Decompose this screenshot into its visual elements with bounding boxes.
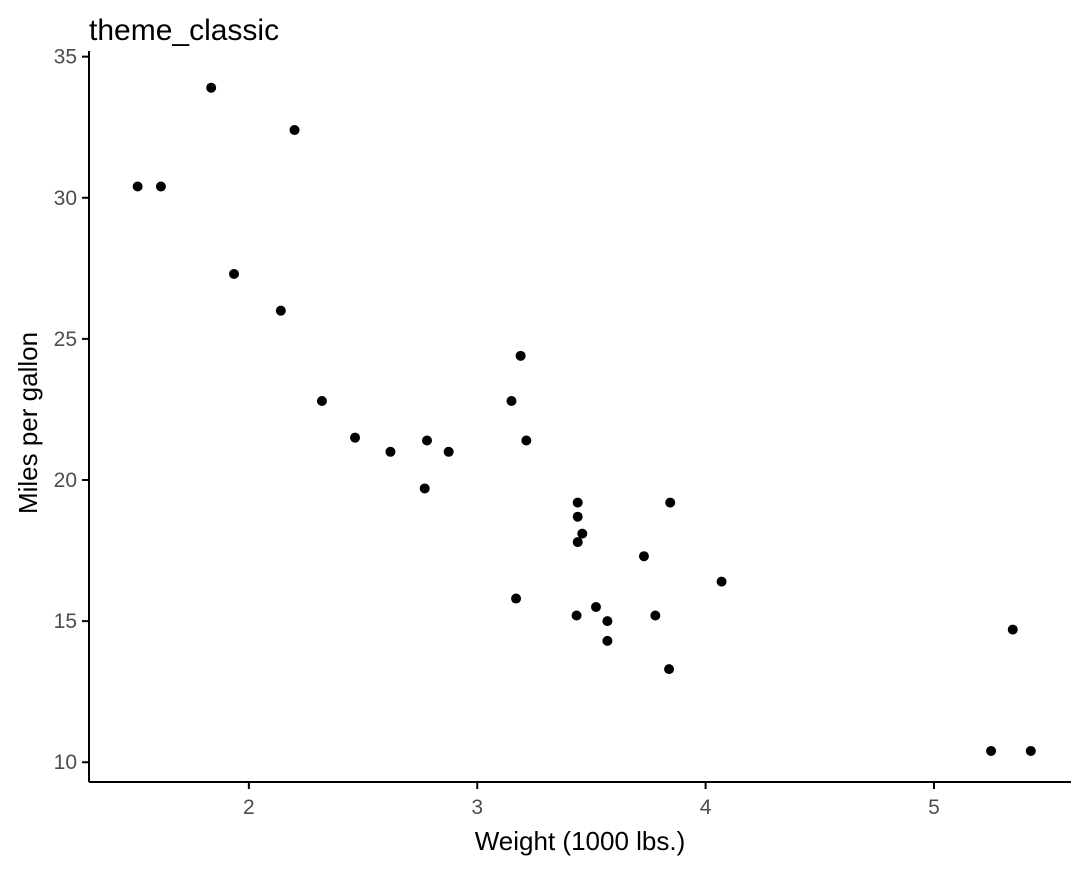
data-point	[229, 268, 240, 279]
y-tick-label: 30	[54, 187, 77, 210]
data-point	[602, 616, 613, 627]
data-point	[511, 593, 522, 604]
y-axis-title: Miles per gallon	[13, 332, 43, 514]
data-point	[421, 435, 432, 446]
data-point	[590, 602, 601, 613]
data-point	[638, 551, 649, 562]
x-tick-label: 2	[243, 796, 255, 819]
data-point	[602, 635, 613, 646]
data-point	[577, 528, 588, 539]
y-tick-label: 15	[54, 610, 77, 633]
data-point	[132, 181, 143, 192]
data-point	[650, 610, 661, 621]
data-point	[665, 497, 676, 508]
data-point	[572, 497, 583, 508]
y-tick-label: 10	[54, 751, 77, 774]
data-point	[572, 537, 583, 548]
chart-title: theme_classic	[89, 14, 279, 47]
data-point	[521, 435, 532, 446]
data-point	[316, 395, 327, 406]
y-tick-label: 20	[54, 469, 77, 492]
x-axis-title: Weight (1000 lbs.)	[475, 826, 686, 856]
data-point	[506, 395, 517, 406]
points-layer	[132, 82, 1036, 756]
data-point	[515, 350, 526, 361]
y-tick-label: 35	[54, 46, 77, 69]
x-tick-label: 3	[471, 796, 483, 819]
x-tick-label: 4	[700, 796, 712, 819]
data-point	[1025, 745, 1036, 756]
data-point	[664, 664, 675, 675]
x-tick-label: 5	[928, 796, 940, 819]
data-point	[206, 82, 217, 93]
y-tick-label: 25	[54, 328, 77, 351]
data-point	[419, 483, 430, 494]
data-point	[986, 745, 997, 756]
y-axis-ticks: 10 15 20 25 30 35	[54, 46, 89, 774]
data-point	[1007, 624, 1018, 635]
data-point	[289, 125, 300, 136]
data-point	[275, 305, 286, 316]
data-point	[385, 446, 396, 457]
data-point	[350, 432, 361, 443]
x-axis-ticks: 2 3 4 5	[243, 782, 940, 819]
data-point	[443, 446, 454, 457]
data-point	[571, 610, 582, 621]
data-point	[572, 511, 583, 522]
data-point	[716, 576, 727, 587]
data-point	[155, 181, 166, 192]
